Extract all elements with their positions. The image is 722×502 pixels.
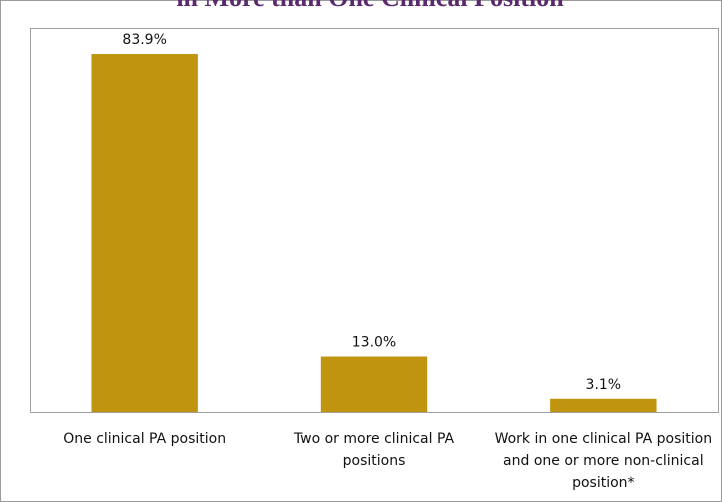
bar <box>550 398 657 412</box>
bar <box>91 54 198 412</box>
x-tick-label: Two or more clinical PA positions <box>293 431 455 469</box>
plot-frame <box>30 28 719 413</box>
bar <box>320 356 428 412</box>
value-label: 83.9% <box>122 32 166 48</box>
value-label: 3.1% <box>586 377 622 393</box>
chart-title: in More than One Clinical Position <box>176 0 564 12</box>
x-tick-label: One clinical PA position <box>63 431 227 447</box>
value-label: 13.0% <box>352 335 396 351</box>
x-tick-label: Work in one clinical PA position and one… <box>494 431 713 491</box>
